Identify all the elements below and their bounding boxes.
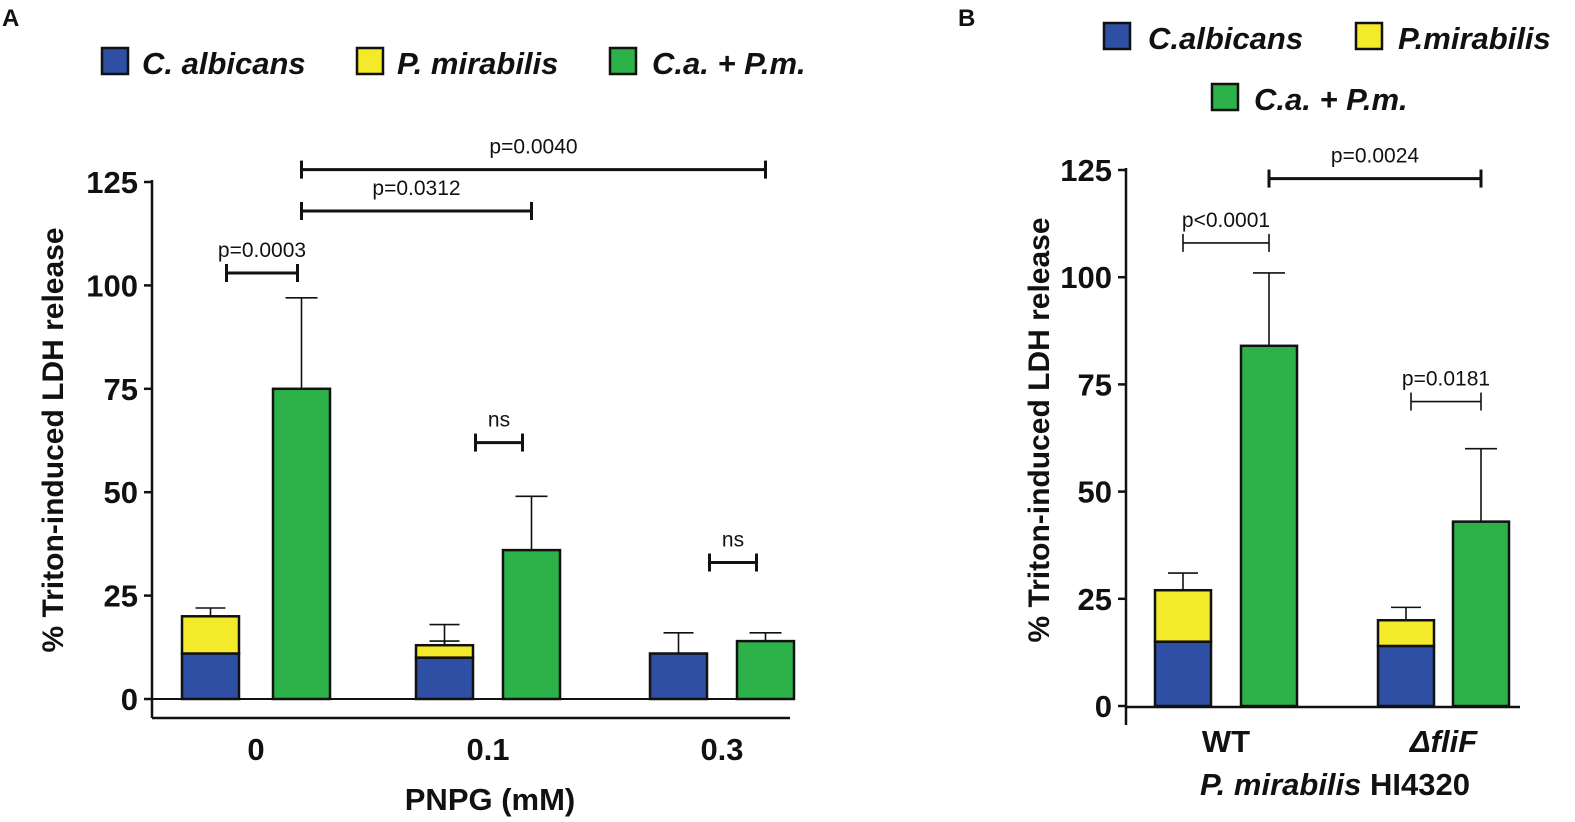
panel-b-legend-label: P.mirabilis [1398,21,1551,56]
panel-a-bar-calbicans [180,652,241,701]
panel-b-sig-label: p=0.0024 [1331,145,1419,168]
panel-a-legend-swatch [100,46,130,76]
panel-b-y-tick-label: 75 [1078,367,1112,402]
panel-a-bar-combined [271,387,332,701]
panel-a-legend-label: C. albicans [142,46,306,81]
panel-b-bar-combined [1239,344,1299,708]
panel-b-y-tick-label: 50 [1078,475,1112,510]
panel-b-y-tick-label: 25 [1078,582,1112,617]
panel-b-legend-swatch [1102,21,1132,51]
panel-b-y-axis-label: % Triton-induced LDH release [1023,217,1056,642]
panel-a-sig-label: ns [488,409,510,432]
panel-b-y-tick-label: 100 [1060,260,1112,295]
panel-b-x-axis-label: P. mirabilis HI4320 [1200,767,1470,802]
panel-a-y-tick-label: 125 [86,165,138,200]
panel-b-sig-label: p=0.0181 [1402,368,1490,391]
panel-b-bar-pmirabilis [1376,618,1436,648]
panel-a-legend-label: C.a. + P.m. [652,46,806,81]
panel-b-x-tick-label: WT [1202,724,1250,759]
panel-a-bar-calbicans [648,652,709,701]
panel-b-x-tick-label: ΔfliF [1409,724,1478,759]
panel-a-bar-combined [735,639,796,701]
panel-a-x-axis-label: PNPG (mM) [405,782,576,817]
panel-b-bar-calbicans [1376,644,1436,708]
panel-a-y-tick-label: 0 [121,682,138,717]
panel-a-bar-calbicans [414,656,475,701]
panel-a-y-axis-label: % Triton-induced LDH release [37,227,70,652]
panel-b-bar-pmirabilis [1153,588,1213,643]
panel-b-y-tick-label: 0 [1095,689,1112,724]
panel-b-y-tick-label: 125 [1060,153,1112,188]
panel-b-legend-label: C.albicans [1148,21,1303,56]
panel-b-legend-swatch [1354,21,1384,51]
panel-a-label: A [2,5,19,32]
panel-b-bar-calbicans [1153,640,1213,708]
panel-a-y-tick-label: 75 [104,372,138,407]
panel-b-legend-label: C.a. + P.m. [1254,82,1408,117]
panel-b-label: B [958,5,975,32]
panel-a-legend-swatch [608,46,638,76]
panel-a-bar-pmirabilis [180,615,241,655]
panel-a-x-tick-label: 0.3 [700,732,743,767]
panel-a-legend-label: P. mirabilis [397,46,558,81]
panel-a-y-tick-label: 100 [86,268,138,303]
panel-b-legend-swatch [1210,82,1240,112]
panel-a-bar-pmirabilis [414,643,475,659]
panel-a-sig-label: ns [722,529,744,552]
panel-a-x-tick-label: 0 [247,732,264,767]
panel-a-y-tick-label: 50 [104,475,138,510]
panel-b-bar-combined [1451,520,1511,708]
panel-a-x-tick-label: 0.1 [466,732,509,767]
panel-a-sig-label: p=0.0312 [372,177,460,200]
panel-a-sig-label: p=0.0003 [218,239,306,262]
panel-a-legend-swatch [355,46,385,76]
panel-a-sig-label: p=0.0040 [489,136,577,159]
panel-b-sig-label: p<0.0001 [1182,209,1270,232]
panel-a-bar-combined [501,548,562,701]
panel-a-y-tick-label: 25 [104,579,138,614]
